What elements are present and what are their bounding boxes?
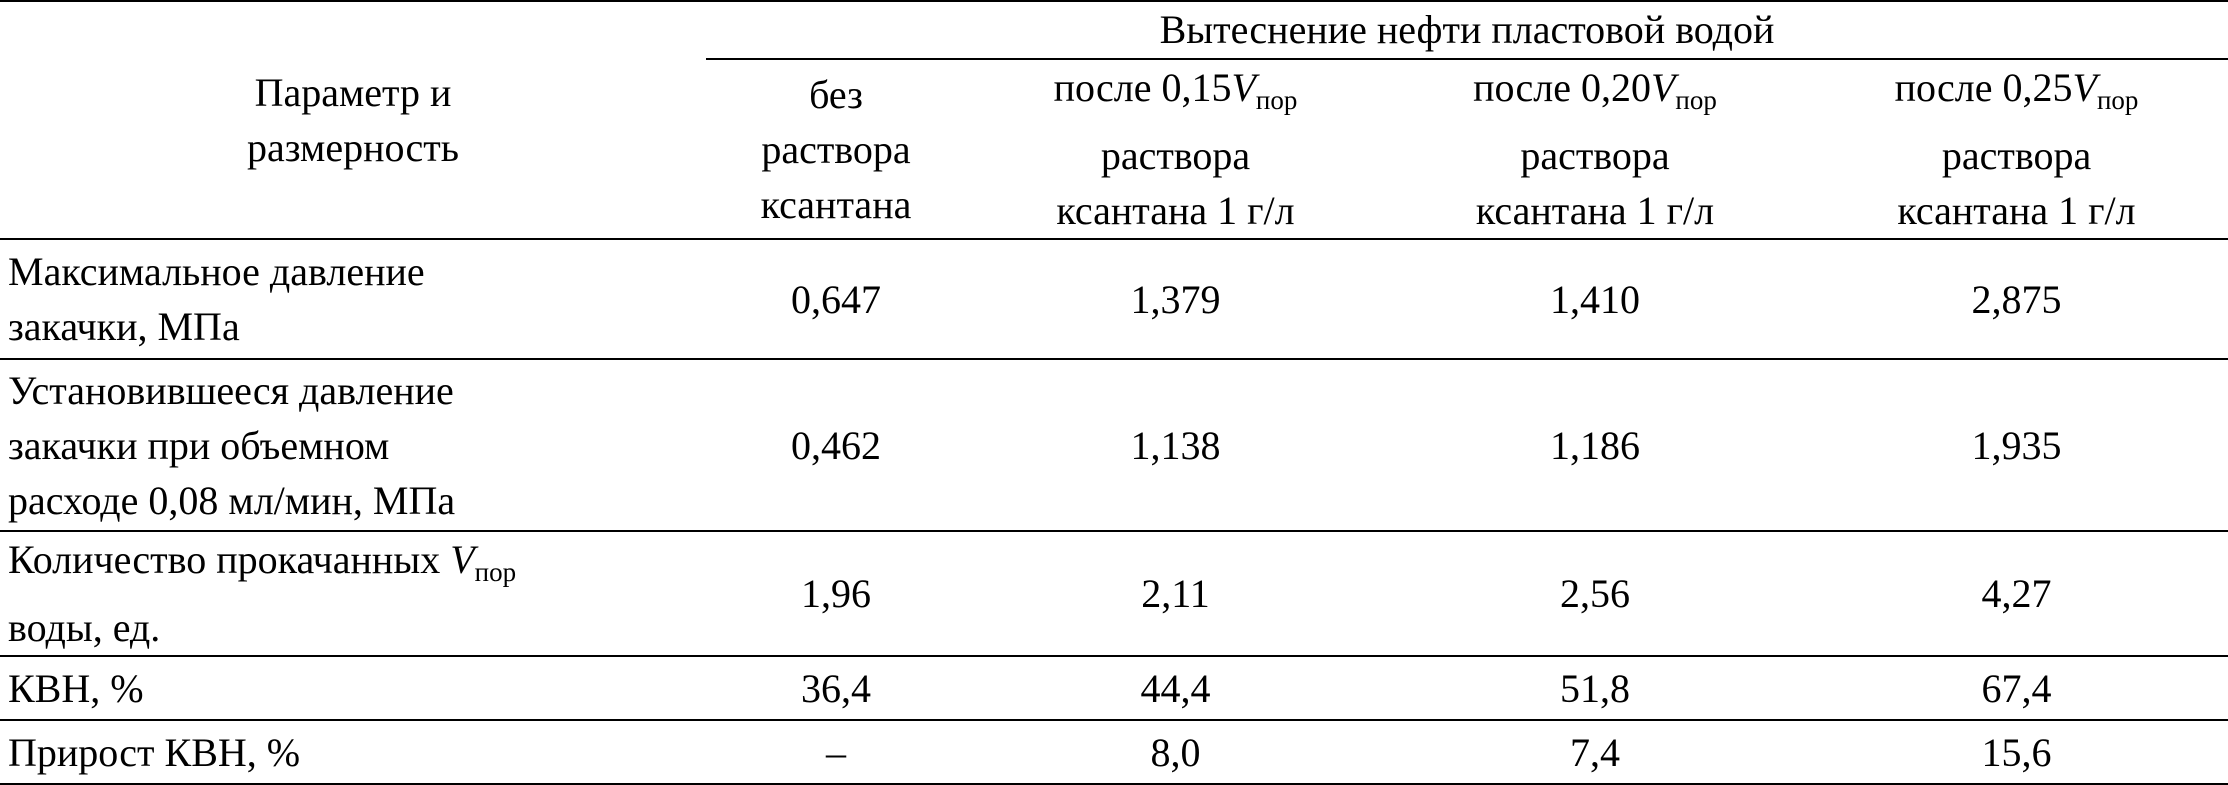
value-cell: 1,186: [1385, 358, 1805, 531]
header-row: без раствора ксантана после 0,15Vпор раствор…: [0, 59, 2228, 239]
text-line: Максимальное давление: [8, 244, 706, 299]
group-header: Вытеснение нефти пластовой водой: [706, 1, 2228, 60]
value-cell: 44,4: [966, 655, 1385, 720]
header-cell: после 0,20Vпор раствора ксантана 1 г/л: [1385, 59, 1805, 239]
subscript: пор: [1675, 85, 1717, 115]
value-cell: 1,138: [966, 358, 1385, 531]
text-line: без: [706, 67, 966, 122]
text: раствора: [1941, 133, 2092, 178]
value-cell: 0,647: [706, 238, 966, 359]
text: Количество прокачанных: [8, 537, 451, 582]
data-row: КВН, % 36,4 44,4 51,8 67,4: [0, 655, 2228, 720]
text: после 0,15: [1053, 65, 1232, 110]
value-cell: 67,4: [1805, 655, 2228, 720]
variable: V: [1231, 65, 1256, 110]
text-line: после 0,15Vпор: [966, 60, 1385, 128]
subscript: пор: [2096, 85, 2139, 115]
text: воды, ед.: [8, 605, 161, 650]
table-body: Максимальное давление закачки, МПа 0,647 1,…: [0, 238, 2228, 785]
text: Максимальное давление: [8, 249, 425, 294]
variable: V: [2072, 65, 2097, 110]
text: после 0,20: [1473, 65, 1651, 110]
variable: V: [1650, 65, 1676, 110]
text-line: расходе 0,08 мл/мин, МПа: [8, 473, 706, 528]
text: ксантана 1 г/л: [1056, 188, 1295, 233]
value-cell: 7,4: [1385, 719, 1805, 785]
text: ксантана 1 г/л: [1897, 188, 2136, 233]
text: Установившееся давление: [8, 367, 454, 413]
header-row: Параметр и размерность Вытеснение нефти п…: [0, 1, 2228, 170]
text: расходе 0,08 мл/мин, МПа: [8, 477, 456, 523]
value-cell: 4,27: [1805, 530, 2228, 656]
text-line: ксантана: [706, 177, 966, 232]
header-cell: Параметр и размерность: [0, 1, 706, 239]
text: размерность: [247, 125, 459, 170]
text: закачки при объемном: [8, 422, 390, 468]
text: ксантана: [760, 181, 912, 227]
text-line: воды, ед.: [8, 600, 706, 655]
value-cell: 51,8: [1385, 655, 1805, 720]
text: после 0,25: [1894, 65, 2073, 110]
text-line: раствора: [966, 128, 1385, 183]
subscript: пор: [474, 557, 517, 587]
text-line: раствора: [706, 122, 966, 177]
text-line: Количество прокачанных Vпор: [8, 532, 706, 600]
value-cell: 2,11: [966, 530, 1385, 656]
param-cell: Количество прокачанных Vпор воды, ед.: [0, 530, 706, 656]
text: КВН, %: [8, 665, 144, 711]
text-line: раствора: [1385, 128, 1805, 183]
text: Прирост КВН, %: [8, 729, 301, 775]
text-line: после 0,20Vпор: [1385, 60, 1805, 128]
param-cell: Установившееся давление закачки при объем…: [0, 358, 706, 531]
value-cell: 1,410: [1385, 238, 1805, 359]
data-row: Установившееся давление закачки при объем…: [0, 358, 2228, 531]
value-cell: 1,96: [706, 530, 966, 656]
text: раствора: [761, 126, 911, 172]
text-line: ксантана 1 г/л: [966, 183, 1385, 238]
header-cell: без раствора ксантана: [706, 59, 966, 239]
header-cell: после 0,15Vпор раствора ксантана 1 г/л: [966, 59, 1385, 239]
text-line: закачки, МПа: [8, 299, 706, 354]
param-cell: Максимальное давление закачки, МПа: [0, 238, 706, 359]
value-cell: 1,935: [1805, 358, 2228, 531]
text-line: Прирост КВН, %: [8, 725, 706, 780]
value-cell: 2,56: [1385, 530, 1805, 656]
value-cell: 15,6: [1805, 719, 2228, 785]
text: Параметр и: [254, 70, 452, 115]
text-line: после 0,25Vпор: [1805, 60, 2228, 128]
text-line: размерность: [0, 120, 706, 175]
value-cell: 0,462: [706, 358, 966, 531]
text-line: раствора: [1805, 128, 2228, 183]
variable: V: [450, 537, 475, 582]
value-cell: 8,0: [966, 719, 1385, 785]
text-line: КВН, %: [8, 661, 706, 716]
text-line: Параметр и: [0, 65, 706, 120]
data-row: Максимальное давление закачки, МПа 0,647 1,…: [0, 238, 2228, 359]
text-line: ксантана 1 г/л: [1805, 183, 2228, 238]
text-line: Установившееся давление: [8, 363, 706, 418]
data-row: Прирост КВН, % –8,0 7,4 15,6: [0, 719, 2228, 785]
text: без: [809, 71, 863, 117]
text-line: ксантана 1 г/л: [1385, 183, 1805, 238]
text: раствора: [1520, 133, 1670, 178]
value-cell: –: [706, 719, 966, 785]
subscript: пор: [1255, 85, 1298, 115]
text: раствора: [1100, 133, 1251, 178]
text: закачки, МПа: [8, 304, 240, 349]
text-line: закачки при объемном: [8, 418, 706, 473]
header-cell: после 0,25Vпор раствора ксантана 1 г/л: [1805, 59, 2228, 239]
param-cell: Прирост КВН, %: [0, 719, 706, 785]
data-row: Количество прокачанных Vпор воды, ед. 1,96…: [0, 530, 2228, 656]
text: ксантана 1 г/л: [1475, 188, 1715, 233]
value-cell: 1,379: [966, 238, 1385, 359]
value-cell: 36,4: [706, 655, 966, 720]
value-cell: 2,875: [1805, 238, 2228, 359]
param-cell: КВН, %: [0, 655, 706, 720]
